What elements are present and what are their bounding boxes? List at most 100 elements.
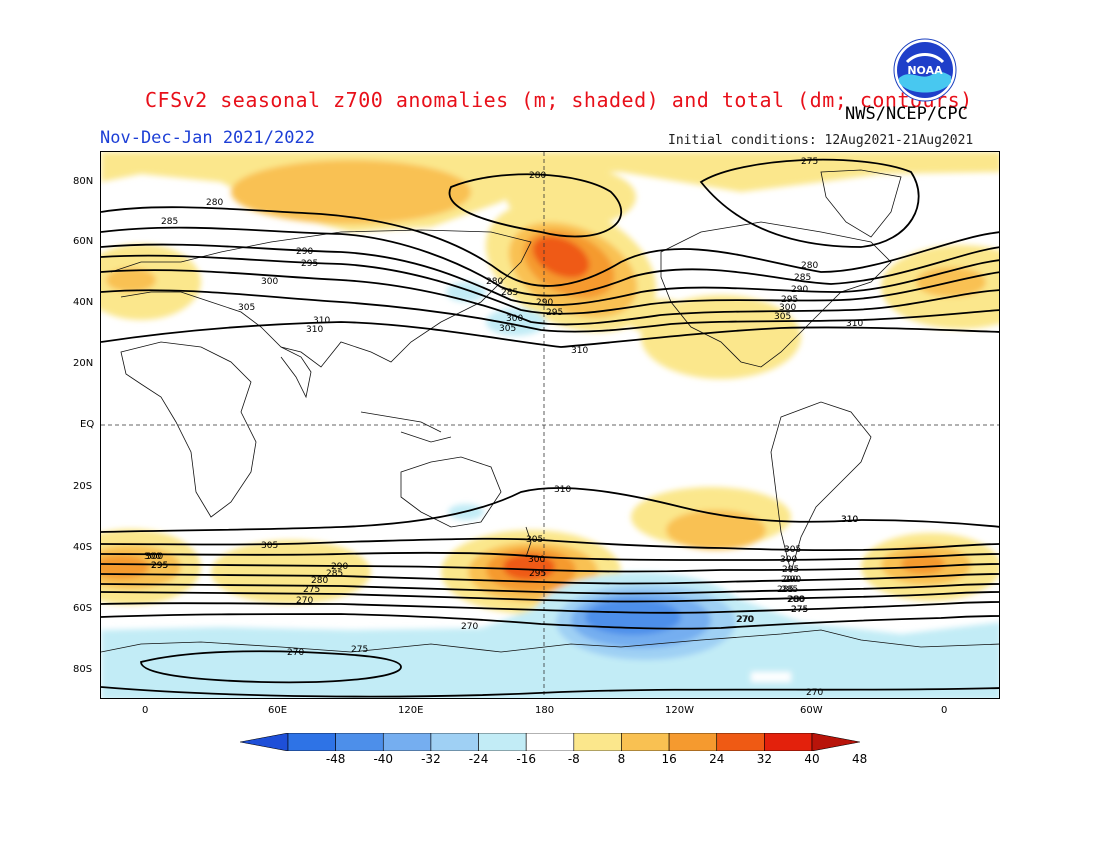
contour-label: 290 [331,562,348,572]
contour-290-south [101,573,999,585]
africa-coastline [120,341,257,518]
contour-label: 310 [306,325,323,335]
colorbar-cell [382,733,432,751]
contour-label: 310 [313,316,330,326]
colorbar-cell [287,733,336,751]
colorbar-cell [764,733,813,751]
colorbar-label: 48 [851,752,868,766]
contour-label: 285 [161,217,178,227]
colorbar-label: -16 [516,752,536,766]
grid-lines [101,152,999,698]
map-title: CFSv2 seasonal z700 anomalies (m; shaded… [145,88,973,112]
contour-label: 280 [486,277,503,287]
new-zealand-coastline [525,526,532,558]
colorbar-label: 8 [617,752,626,766]
colorbar-cell [335,733,384,751]
contour-label: 310 [841,515,858,525]
lon-label: 180 [535,705,555,716]
greenland-coastline [820,169,902,238]
contour-label: 305 [526,535,543,545]
india-coastline [280,346,312,399]
contour-label: 300 [144,552,161,562]
contour-labels: 275 280 280 285 290 295 300 305 310 310 … [144,157,863,698]
colorbar-label: -8 [567,752,580,766]
contour-label: 295 [151,561,168,571]
initial-conditions: Initial conditions: 12Aug2021-21Aug2021 [668,133,974,148]
contour-305-south [101,537,999,552]
lat-label: 40S [73,542,93,553]
colorbar-cell [525,733,575,751]
contour-290 [101,243,999,306]
contour-label: 290 [784,575,801,585]
colorbar-label: 24 [709,752,725,766]
contour-label: 295 [782,565,799,575]
contour-label: 275 [801,157,818,167]
contour-label: 275 [351,645,368,655]
lon-label: 60W [800,705,823,716]
contour-label: 290 [781,575,798,585]
negative-anomaly-region [486,308,546,336]
colorbar-cell [478,733,527,751]
colorbar-cell [621,733,670,751]
contour-305 [101,289,999,333]
contour-275-antarctic [140,650,402,684]
noaa-logo-icon: NOAA [893,38,957,102]
noaa-logo-text: NOAA [907,64,943,77]
positive-anomaly-region [666,510,766,550]
contour-label: 280 [529,171,546,181]
antarctica-coastline [101,629,999,653]
contour-label: 285 [326,569,343,579]
anomaly-map: 275 280 280 285 290 295 300 305 310 310 … [101,152,999,698]
colorbar-cell [573,733,622,751]
contour-label: 295 [781,295,798,305]
contour-label: 290 [536,298,553,308]
contour-label: 310 [571,346,588,356]
contour-label: 310 [841,515,858,525]
colorbar-cell [430,733,479,751]
contour-label: 290 [296,247,313,257]
contour-270-antarctic [101,686,999,698]
contour-label: 305 [499,324,516,334]
positive-anomaly-region [106,268,156,292]
contour-label: 280 [311,576,328,586]
contour-label: 290 [791,285,808,295]
australia-coastline [400,456,502,528]
height-contours [101,158,999,698]
colorbar-label: -48 [325,752,346,766]
contour-275-south [101,601,999,614]
contour-label: 300 [528,555,545,565]
positive-anomaly-region [503,554,555,580]
contour-label: 270 [737,615,754,625]
lon-label: 120W [665,705,694,716]
contour-280 [101,206,999,287]
colorbar-arrow-high [811,733,860,751]
colorbar-label: 40 [804,752,820,766]
lon-label: 0 [941,705,948,716]
positive-anomaly-region [901,554,945,574]
contour-label: 300 [779,303,796,313]
map-panel: 275 280 280 285 290 295 300 305 310 310 … [100,151,1000,699]
contour-label: 305 [784,545,801,555]
contour-300 [101,269,999,326]
contour-300-south [101,551,999,561]
contour-label: 270 [736,615,753,625]
lon-label: 60E [268,705,288,716]
contour-label: 270 [806,688,823,698]
contour-label: 305 [774,312,791,322]
colorbar-cell [716,733,765,751]
contour-285 [101,226,999,297]
contour-285-south [101,583,999,595]
contour-275-north [699,158,920,248]
agency-label: NWS/NCEP/CPC [845,104,968,124]
eurasia-coastline [110,229,532,368]
colorbar-arrow-low [240,733,289,751]
colorbar-label: -32 [421,752,441,766]
colorbar-cell [668,733,718,751]
lat-label: EQ [80,419,95,430]
contour-label: 285 [501,288,518,298]
contour-label: 285 [794,273,811,283]
contour-label: 280 [206,198,223,208]
neutral-patch [751,672,791,682]
positive-anomaly-region [231,160,471,224]
contour-label: 310 [846,319,863,329]
